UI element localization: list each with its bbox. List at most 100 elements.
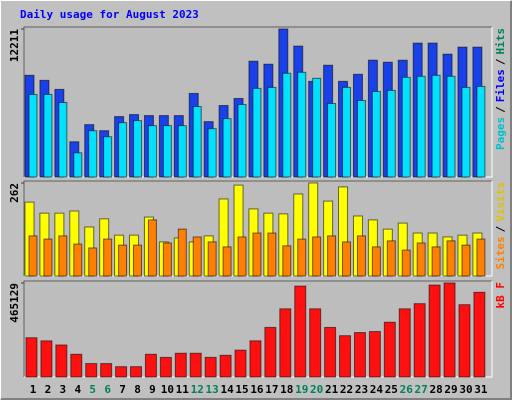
bar	[473, 291, 486, 378]
bar	[461, 244, 471, 277]
bar	[339, 335, 352, 378]
x-tick-label: 17	[265, 383, 278, 396]
bar	[162, 242, 172, 277]
bar	[234, 349, 247, 378]
bar	[312, 77, 322, 178]
bar	[28, 235, 38, 277]
bar	[88, 247, 98, 277]
legend-separator: /	[494, 106, 507, 113]
bar	[222, 246, 232, 277]
x-tick-label: 23	[355, 383, 368, 396]
x-tick-label: 11	[176, 383, 190, 396]
x-tick-label: 19	[295, 383, 308, 396]
bar	[431, 74, 441, 178]
bar	[103, 136, 113, 178]
bar	[401, 249, 411, 277]
y-tick-label: 465129	[8, 283, 21, 323]
bar	[147, 125, 157, 178]
x-tick-label: 15	[235, 383, 248, 396]
x-tick-label: 7	[119, 383, 126, 396]
bar	[115, 366, 128, 378]
bar	[58, 101, 68, 178]
bar	[446, 240, 456, 277]
x-tick-label: 21	[325, 383, 339, 396]
bar	[368, 331, 381, 378]
legend: Sites / Visits	[494, 182, 507, 270]
bar	[219, 354, 232, 378]
bar	[297, 238, 307, 277]
bar	[476, 85, 486, 178]
plot-edge-dark	[23, 180, 492, 276]
bar	[88, 130, 98, 178]
bar	[118, 122, 128, 178]
bar	[237, 104, 247, 178]
x-tick-label: 5	[89, 383, 96, 396]
bar	[312, 236, 322, 277]
bar	[401, 76, 411, 178]
bar	[342, 86, 352, 178]
bar	[416, 242, 426, 277]
bar	[204, 356, 217, 378]
x-tick-label: 6	[104, 383, 111, 396]
bar	[133, 244, 143, 277]
bar	[294, 285, 307, 378]
x-tick-label: 14	[220, 383, 234, 396]
x-tick-label: 26	[400, 383, 414, 396]
bar	[85, 363, 98, 378]
bar	[162, 125, 172, 178]
x-tick-label: 13	[206, 383, 219, 396]
legend-entry: Visits	[494, 182, 507, 222]
bar	[189, 352, 202, 378]
legend-entry: Pages	[494, 117, 507, 150]
bar	[100, 363, 113, 378]
x-tick-label: 31	[474, 383, 488, 396]
bar	[327, 103, 337, 178]
plot-edge-dark	[23, 280, 492, 377]
bar	[386, 240, 396, 277]
bar	[25, 337, 38, 378]
bar	[207, 128, 217, 178]
legend-entry: Files	[494, 69, 507, 102]
bar	[118, 244, 128, 277]
bar	[159, 356, 172, 378]
y-tick-label: 262	[8, 183, 21, 203]
bar	[431, 246, 441, 277]
x-tick-label: 2	[45, 383, 52, 396]
bar	[249, 340, 262, 378]
bar	[237, 236, 247, 277]
y-tick-label: 12211	[8, 29, 21, 62]
bar	[55, 344, 68, 378]
bar	[342, 241, 352, 277]
bar	[327, 235, 337, 277]
legend-separator: /	[494, 225, 507, 232]
bar	[73, 152, 83, 178]
legend-entry: kB F	[494, 282, 507, 309]
x-tick-label: 3	[60, 383, 67, 396]
plot-edge-dark	[23, 26, 492, 177]
bar	[43, 238, 53, 277]
bar	[147, 219, 157, 277]
bar	[252, 87, 262, 178]
bar	[371, 90, 381, 178]
bar	[458, 304, 471, 378]
bar	[371, 246, 381, 277]
bar	[267, 232, 277, 277]
bar	[58, 235, 68, 277]
bar	[144, 353, 157, 378]
bar	[353, 332, 366, 378]
x-tick-label: 12	[191, 383, 204, 396]
bar	[192, 106, 202, 178]
bar	[103, 238, 113, 277]
legend-separator: /	[494, 58, 507, 65]
bar	[383, 321, 396, 378]
bar	[43, 93, 53, 178]
bar	[398, 308, 411, 378]
x-tick-label: 16	[250, 383, 264, 396]
x-tick-label: 25	[385, 383, 398, 396]
bar	[28, 93, 38, 178]
x-tick-label: 27	[415, 383, 428, 396]
x-tick-label: 1	[30, 383, 37, 396]
bar	[252, 232, 262, 277]
